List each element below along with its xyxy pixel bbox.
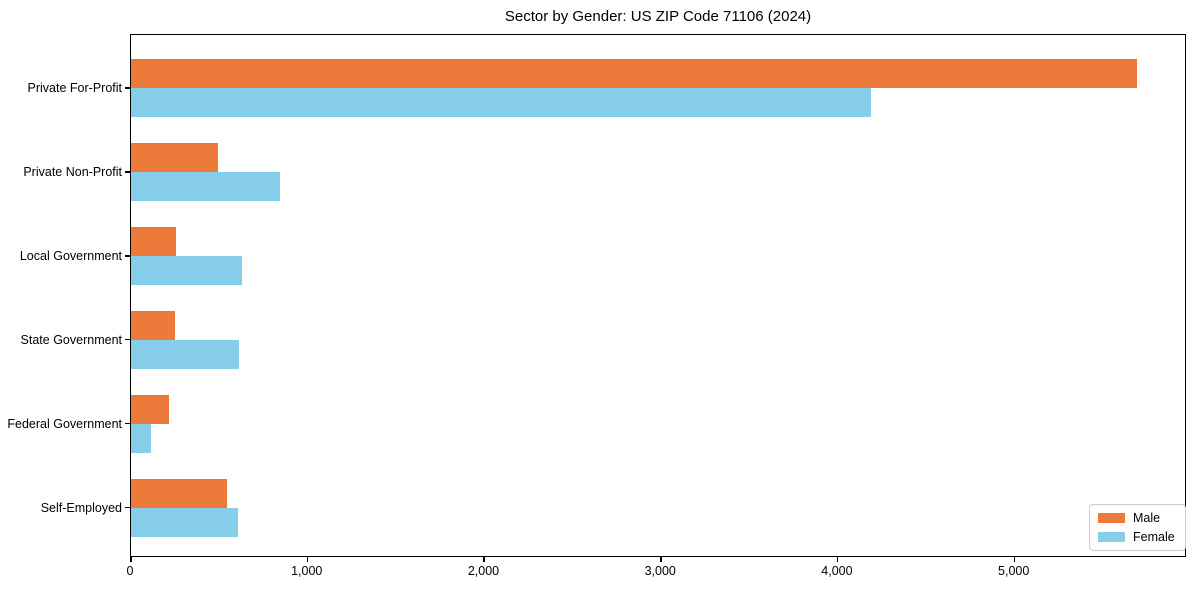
y-tick-mark [125,506,130,509]
y-tick-mark [125,255,130,257]
bar-male-federal-government [131,394,169,424]
y-tick-label-local-government: Local Government [19,248,122,263]
bar-male-private-non-profit [131,142,218,172]
x-tick-label: 1,000 [291,564,323,578]
bar-male-state-government [131,310,176,340]
bar-female-self-employed [131,507,238,537]
y-tick-mark [125,87,130,89]
x-tick-mark [660,557,662,562]
x-tick-label: 3,000 [644,564,676,578]
x-tick-label: 4,000 [821,564,853,578]
legend-label-male: Male [1133,511,1161,525]
bar-female-local-government [131,255,243,285]
x-tick-label: 5,000 [998,564,1030,578]
bar-female-state-government [131,339,239,369]
bar-female-federal-government [131,423,152,453]
x-tick-label: 0 [126,564,134,578]
plot-area [130,34,1186,557]
y-tick-label-state-government: State Government [20,332,122,347]
bar-male-private-for-profit [131,59,1137,88]
x-tick-mark [836,557,839,562]
legend-item-male: Male [1098,511,1175,525]
x-tick-mark [306,557,309,562]
y-tick-label-self-employed: Self-Employed [40,500,122,515]
y-tick-mark [125,171,130,173]
legend-item-female: Female [1098,530,1175,544]
y-tick-mark [125,422,130,425]
legend-label-female: Female [1133,530,1175,544]
legend: Male Female [1089,504,1186,551]
x-tick-mark [483,557,485,562]
y-tick-mark [125,338,130,341]
y-tick-label-private-non-profit: Private Non-Profit [23,164,122,179]
legend-swatch-male [1098,513,1125,523]
legend-swatch-female [1098,532,1125,542]
x-tick-mark [130,557,132,562]
bar-male-self-employed [131,478,228,508]
bar-male-local-government [131,226,177,256]
chart-title: Sector by Gender: US ZIP Code 71106 (202… [504,8,812,25]
y-tick-label-private-for-profit: Private For-Profit [27,81,122,95]
y-tick-label-federal-government: Federal Government [7,416,122,431]
bar-female-private-non-profit [131,171,281,201]
bar-female-private-for-profit [131,88,871,117]
x-tick-mark [1013,557,1016,562]
x-tick-label: 2,000 [467,564,500,578]
